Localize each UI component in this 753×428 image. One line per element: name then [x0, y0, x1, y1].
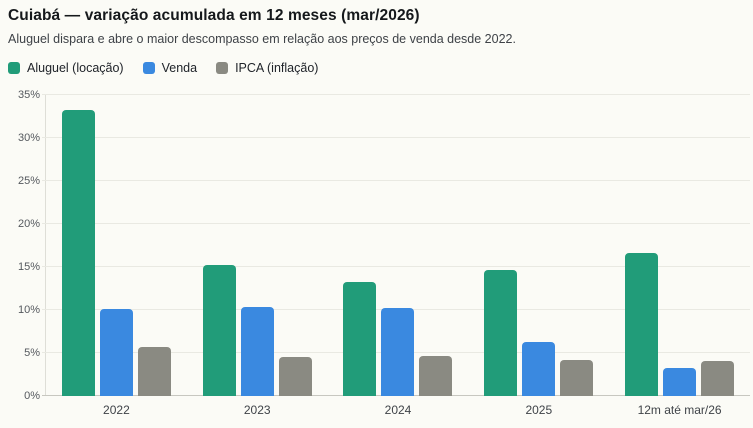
bar-aluguel-loca-o[interactable]	[343, 282, 377, 396]
y-tick-label: 20%	[17, 218, 40, 230]
legend-item-aluguel-loca-o[interactable]: Aluguel (locação)	[8, 61, 124, 75]
bar-group-2022	[46, 95, 187, 396]
bar-ipca-infla-o[interactable]	[560, 359, 594, 396]
bar-aluguel-loca-o[interactable]	[484, 270, 518, 396]
legend-item-ipca-infla-o[interactable]: IPCA (inflação)	[216, 61, 318, 75]
y-axis: 0% 5% 10% 15% 20% 25% 30% 35%	[8, 89, 45, 402]
chart-subtitle: Aluguel dispara e abre o maior descompas…	[8, 32, 516, 46]
legend-label: IPCA (inflação)	[235, 61, 319, 75]
bar-venda[interactable]	[240, 306, 274, 396]
legend-swatch-icon	[8, 62, 20, 74]
legend-item-venda[interactable]: Venda	[142, 61, 198, 75]
chart-title: Cuiabá — variação acumulada em 12 meses …	[8, 7, 420, 24]
legend-swatch-icon	[216, 62, 229, 74]
x-tick-label: 2022	[103, 403, 130, 417]
bar-ipca-infla-o[interactable]	[419, 355, 453, 396]
bar-groups	[46, 95, 750, 396]
bar-ipca-infla-o[interactable]	[701, 360, 735, 396]
x-tick-label: 12m até mar/26	[637, 403, 722, 417]
bar-group-12m-at-mar-26	[609, 95, 750, 396]
y-tick-label: 30%	[17, 132, 40, 144]
y-tick-label: 15%	[17, 261, 40, 273]
x-tick-label: 2025	[525, 403, 553, 417]
gridline	[42, 94, 750, 95]
bar-ipca-infla-o[interactable]	[278, 357, 312, 396]
bar-ipca-infla-o[interactable]	[137, 346, 171, 396]
y-tick-label: 0%	[24, 390, 40, 402]
bar-venda[interactable]	[663, 367, 697, 396]
gridline	[42, 137, 750, 138]
plot-area	[42, 94, 750, 396]
x-tick-label: 2024	[384, 403, 412, 417]
gridline	[42, 223, 750, 224]
y-tick-label: 35%	[17, 89, 40, 101]
y-tick-label: 25%	[17, 175, 40, 187]
bar-venda[interactable]	[522, 341, 556, 396]
gridline	[42, 180, 750, 181]
x-tick-label: 2023	[243, 403, 271, 417]
legend-label: Venda	[161, 61, 198, 75]
bar-chart: 0% 5% 10% 15% 20% 25% 30% 35%	[8, 89, 750, 402]
chart-card: Cuiabá — variação acumulada em 12 meses …	[8, 7, 750, 417]
y-tick-label: 5%	[24, 347, 40, 359]
x-axis: 2022 2023 2024 2025 12m até mar/26	[46, 403, 750, 417]
y-tick-label: 10%	[17, 304, 40, 316]
bar-venda[interactable]	[99, 309, 133, 396]
bar-aluguel-loca-o[interactable]	[202, 265, 236, 396]
legend: Aluguel (locação) Venda IPCA (inflação)	[8, 61, 750, 75]
bar-aluguel-loca-o[interactable]	[61, 109, 95, 396]
legend-label: Aluguel (locação)	[27, 61, 124, 75]
gridline	[42, 266, 750, 267]
bar-group-2025	[468, 95, 609, 396]
legend-swatch-icon	[142, 62, 155, 74]
bar-aluguel-loca-o[interactable]	[625, 253, 659, 396]
bar-venda[interactable]	[381, 308, 415, 396]
bar-group-2024	[328, 95, 469, 396]
bar-group-2023	[187, 95, 328, 396]
